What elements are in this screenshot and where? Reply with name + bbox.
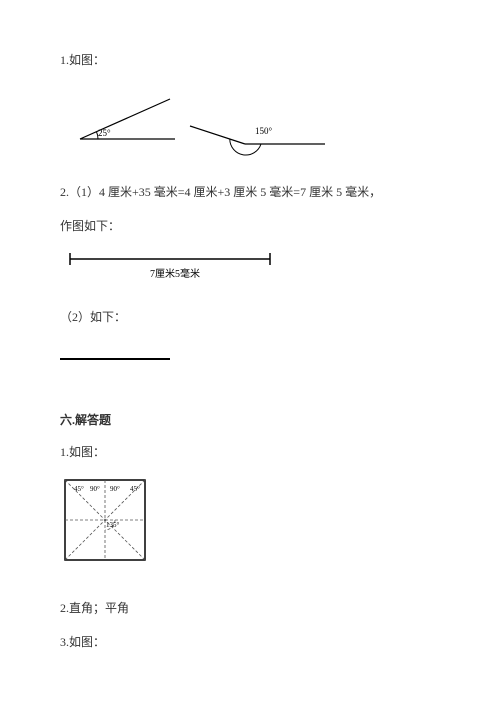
square-diagram: 45° 90° 90° 45° 135°	[60, 475, 440, 578]
svg-text:25°: 25°	[98, 128, 111, 138]
svg-text:135°: 135°	[106, 521, 120, 529]
section6-title: 六.解答题	[60, 410, 440, 432]
q2b-label: （2）如下：	[60, 307, 440, 329]
blank-line	[60, 349, 440, 371]
svg-text:90°: 90°	[110, 485, 120, 493]
a3-label: 3.如图：	[60, 632, 440, 654]
q2-line2: 作图如下：	[60, 216, 440, 238]
svg-text:7厘米5毫米: 7厘米5毫米	[150, 267, 200, 280]
svg-text:150°: 150°	[255, 126, 273, 136]
angles-diagram: 25° 150°	[60, 84, 440, 167]
q2-line1: 2.（1）4 厘米+35 毫米=4 厘米+3 厘米 5 毫米=7 厘米 5 毫米…	[60, 182, 440, 204]
q1-label: 1.如图：	[60, 50, 440, 72]
a1-label: 1.如图：	[60, 442, 440, 464]
svg-text:90°: 90°	[90, 485, 100, 493]
svg-text:45°: 45°	[130, 485, 140, 493]
a2-label: 2.直角；平角	[60, 598, 440, 620]
svg-text:45°: 45°	[74, 485, 84, 493]
segment-diagram: 7厘米5毫米	[60, 249, 440, 291]
